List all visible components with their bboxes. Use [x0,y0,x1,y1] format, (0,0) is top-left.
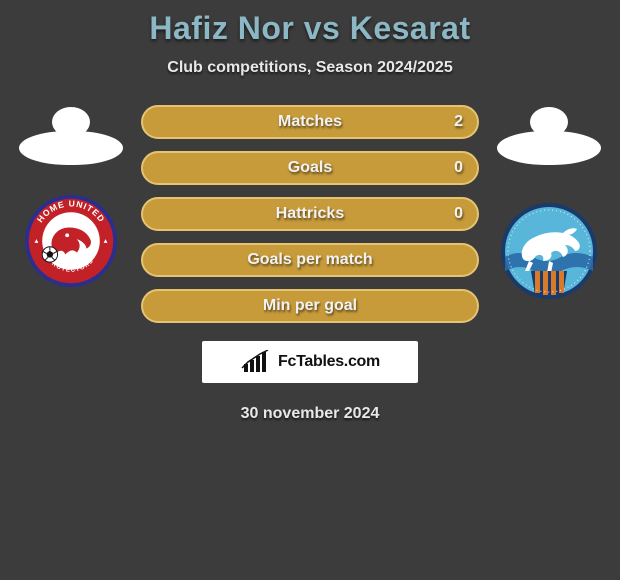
comparison-card: Hafiz Nor vs Kesarat Club competitions, … [0,0,620,423]
player-right-column [497,105,601,301]
stat-right-value: 0 [454,159,463,177]
logo-text: FcTables.com [278,353,380,371]
port-fc-badge-icon [499,201,599,301]
stat-row-goals-per-match: Goals per match [141,243,479,277]
fctables-logo[interactable]: FcTables.com [202,341,418,383]
player-left-silhouette [19,107,123,165]
stat-label: Min per goal [263,297,357,315]
footer-date: 30 november 2024 [0,405,620,423]
stat-row-matches: Matches 2 [141,105,479,139]
page-subtitle: Club competitions, Season 2024/2025 [0,59,620,77]
stat-row-hattricks: Hattricks 0 [141,197,479,231]
player-right-silhouette [497,107,601,165]
stat-row-goals: Goals 0 [141,151,479,185]
stats-column: Matches 2 Goals 0 Hattricks 0 Goals per … [141,105,479,323]
home-united-badge-icon: HOME UNITED PROTECTORS [23,193,119,289]
stat-row-min-per-goal: Min per goal [141,289,479,323]
stat-label: Goals per match [247,251,372,269]
stat-label: Goals [288,159,332,177]
page-title: Hafiz Nor vs Kesarat [0,10,620,47]
club-badge-left: HOME UNITED PROTECTORS [23,193,119,289]
content-row: HOME UNITED PROTECTORS [0,105,620,323]
stat-label: Hattricks [276,205,344,223]
stat-right-value: 2 [454,113,463,131]
stat-label: Matches [278,113,342,131]
player-left-column: HOME UNITED PROTECTORS [19,105,123,289]
club-badge-right [499,201,599,301]
stat-right-value: 0 [454,205,463,223]
bar-chart-icon [240,350,274,374]
